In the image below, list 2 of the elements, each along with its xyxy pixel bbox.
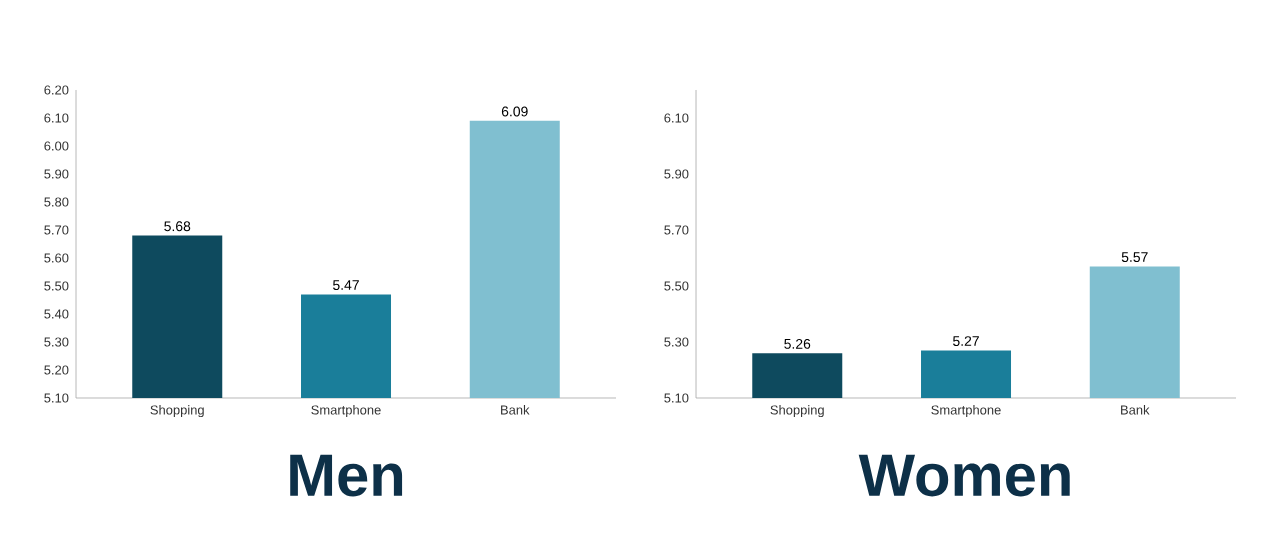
text: Men bbox=[290, 454, 403, 497]
text: Women bbox=[858, 454, 1070, 497]
